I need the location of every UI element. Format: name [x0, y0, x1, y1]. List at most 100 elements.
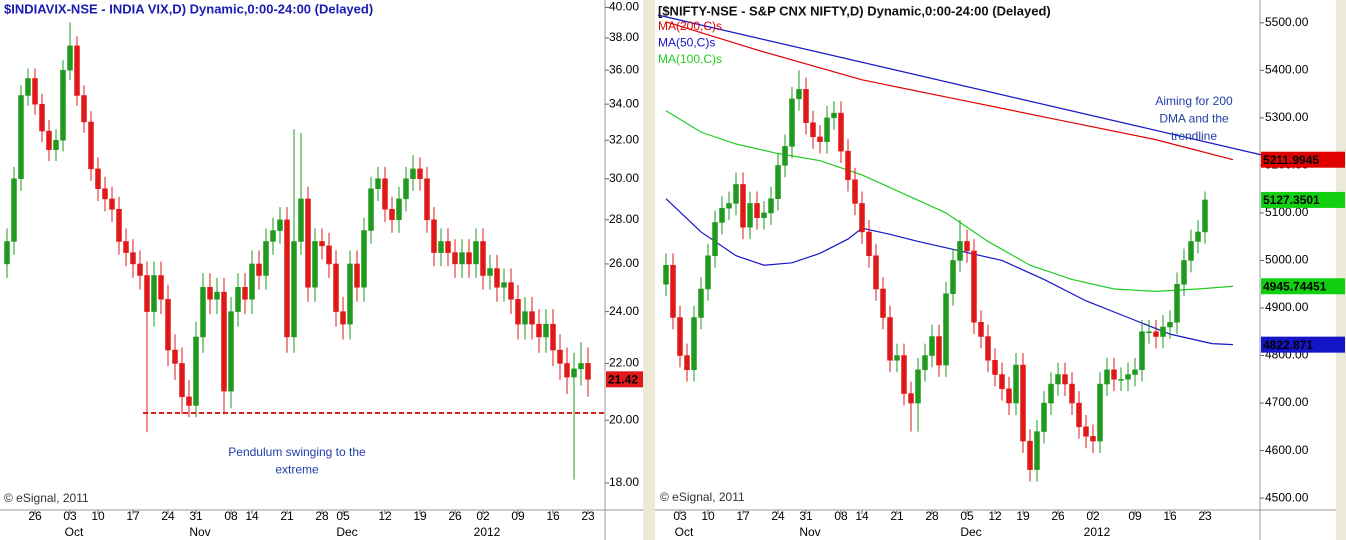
x-tick-label: 19	[1016, 509, 1030, 523]
candle-body	[564, 363, 570, 378]
x-tick-label: 24	[161, 509, 175, 523]
x-group-label: Dec	[336, 525, 357, 539]
candle-body	[1174, 283, 1180, 323]
legend-entry: MA(50,C)s	[658, 36, 715, 50]
candle-body	[894, 355, 900, 361]
candle-body	[102, 188, 108, 200]
candle-body	[768, 198, 774, 214]
annotation: extreme	[275, 463, 319, 477]
candle-body	[333, 263, 339, 312]
x-group-label: 2012	[1084, 525, 1111, 539]
candle-body	[263, 241, 269, 276]
candle-body	[501, 282, 507, 288]
candle-body	[585, 363, 591, 380]
x-tick-label: 12	[988, 509, 1002, 523]
candle-body	[733, 184, 739, 204]
candle-body	[4, 241, 10, 265]
candle-body	[964, 241, 970, 252]
candle-body	[235, 287, 241, 312]
candle-body	[291, 241, 297, 338]
candle-body	[747, 203, 753, 228]
candle-body	[936, 336, 942, 366]
candle-body	[887, 317, 893, 361]
y-tick-label: 5300.00	[1265, 110, 1309, 124]
x-tick-label: 05	[960, 509, 974, 523]
candle-body	[487, 268, 493, 276]
y-tick-label: 5100.00	[1265, 205, 1309, 219]
x-tick-label: 23	[1198, 509, 1212, 523]
candle-body	[214, 291, 220, 300]
candle-body	[1055, 374, 1061, 385]
price-label: 5211.9945	[1263, 153, 1319, 167]
candle-body	[382, 178, 388, 210]
candle-body	[957, 241, 963, 261]
candle-body	[1034, 431, 1040, 470]
candle-body	[137, 263, 143, 276]
candle-body	[831, 112, 837, 119]
candle-body	[361, 230, 367, 288]
candle-body	[971, 250, 977, 323]
candle-body	[375, 178, 381, 189]
x-tick-label: 21	[890, 509, 904, 523]
candle-body	[270, 230, 276, 242]
candle-body	[1181, 260, 1187, 285]
price-label: 5127.3501	[1263, 193, 1320, 207]
x-tick-label: 09	[511, 509, 525, 523]
y-tick-label: 4700.00	[1265, 395, 1309, 409]
y-tick-label: 4900.00	[1265, 300, 1309, 314]
x-tick-label: 26	[28, 509, 42, 523]
candle-body	[18, 95, 24, 179]
candle-body	[207, 287, 213, 300]
candle-body	[543, 323, 549, 338]
candle-body	[691, 317, 697, 371]
credit: © eSignal, 2011	[660, 490, 745, 504]
candle-body	[151, 275, 157, 312]
candle-body	[845, 150, 851, 180]
y-tick-label: 5500.00	[1265, 15, 1309, 29]
candle-body	[1062, 374, 1068, 385]
candle-body	[480, 241, 486, 276]
credit: © eSignal, 2011	[4, 491, 89, 505]
candle-body	[1111, 369, 1117, 380]
candle-body	[179, 363, 185, 398]
y-tick-label: 4600.00	[1265, 443, 1309, 457]
candle-body	[46, 130, 52, 150]
candle-body	[1013, 364, 1019, 404]
candle-body	[950, 260, 956, 294]
candle-body	[74, 45, 80, 96]
candle-body	[347, 263, 353, 325]
x-tick-label: 05	[336, 509, 350, 523]
candle-body	[172, 349, 178, 364]
annotation: Pendulum swinging to the	[228, 445, 366, 459]
candle-body	[1006, 388, 1012, 404]
candle-body	[922, 355, 928, 371]
price-label: 4822.871	[1263, 338, 1313, 352]
candle-body	[473, 241, 479, 265]
y-tick-label: 40.00	[609, 0, 639, 14]
ma-line	[665, 110, 1234, 292]
candle-body	[340, 311, 346, 325]
candle-body	[677, 317, 683, 356]
ma-line	[665, 198, 1234, 346]
x-tick-label: 31	[799, 509, 813, 523]
y-tick-label: 5000.00	[1265, 253, 1309, 267]
candle-body	[859, 203, 865, 233]
candle-body	[200, 287, 206, 338]
candle-body	[354, 263, 360, 288]
x-tick-label: 08	[834, 509, 848, 523]
price-label: 21.42	[608, 373, 638, 387]
x-tick-label: 03	[673, 509, 687, 523]
candle-body	[929, 336, 935, 356]
candle-body	[25, 78, 31, 96]
x-tick-label: 26	[1051, 509, 1065, 523]
candle-body	[228, 311, 234, 392]
candle-body	[326, 245, 332, 265]
candle-body	[39, 103, 45, 132]
candle-body	[67, 45, 73, 71]
candle-body	[1069, 383, 1075, 404]
trendline	[657, 14, 1263, 156]
candle-body	[999, 374, 1005, 390]
x-group-label: Dec	[960, 525, 981, 539]
x-tick-label: 02	[476, 509, 490, 523]
candle-body	[81, 95, 87, 123]
